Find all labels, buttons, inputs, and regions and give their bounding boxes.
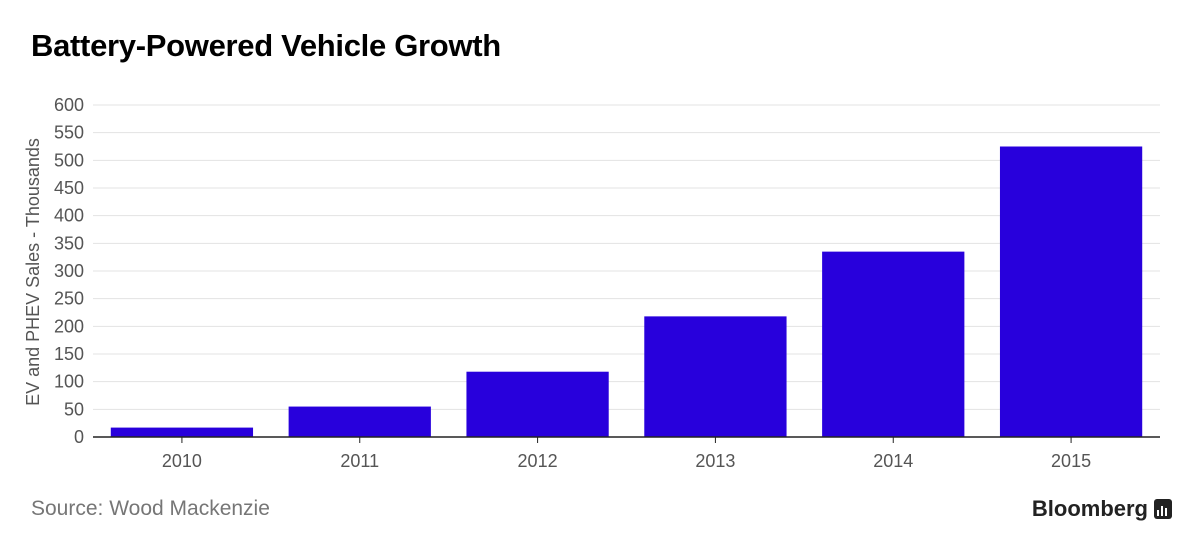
bar — [466, 371, 609, 437]
bar — [110, 427, 254, 437]
y-tick-label: 150 — [54, 344, 84, 364]
axes — [93, 436, 1160, 443]
y-tick-label: 350 — [54, 233, 84, 253]
bar — [822, 251, 965, 437]
y-tick-label: 300 — [54, 261, 84, 281]
gridlines — [93, 104, 1160, 410]
y-tick-label: 600 — [54, 95, 84, 115]
x-tick-label: 2014 — [873, 451, 913, 471]
y-tick-label: 100 — [54, 372, 84, 392]
brand-logo: Bloomberg — [1032, 496, 1172, 522]
source-note: Source: Wood Mackenzie — [31, 497, 270, 520]
y-axis-title: EV and PHEV Sales - Thousands — [23, 138, 43, 406]
y-tick-label: 500 — [54, 150, 84, 170]
y-tick-label: 250 — [54, 289, 84, 309]
bloomberg-terminal-icon — [1154, 499, 1172, 519]
x-tick-label: 2010 — [162, 451, 202, 471]
y-tick-label: 0 — [74, 427, 84, 447]
x-tick-label: 2013 — [695, 451, 735, 471]
y-tick-label: 200 — [54, 316, 84, 336]
bar — [999, 146, 1143, 437]
x-tick-labels: 2010 2011 2012 2013 2014 2015 — [162, 451, 1091, 471]
x-tick-label: 2012 — [518, 451, 558, 471]
y-tick-label: 450 — [54, 178, 84, 198]
x-tick-label: 2015 — [1051, 451, 1091, 471]
bar — [288, 406, 431, 437]
chart-title: Battery-Powered Vehicle Growth — [31, 28, 501, 63]
x-tick-label: 2011 — [340, 451, 379, 471]
y-tick-label: 400 — [54, 206, 84, 226]
y-tick-label: 550 — [54, 123, 84, 143]
brand-name: Bloomberg — [1031, 496, 1148, 521]
y-tick-labels: 0 50 100 150 200 250 300 350 400 450 500 550 600 — [54, 95, 84, 447]
y-tick-label: 50 — [64, 399, 84, 419]
bars — [110, 146, 1143, 437]
bar — [644, 316, 787, 437]
